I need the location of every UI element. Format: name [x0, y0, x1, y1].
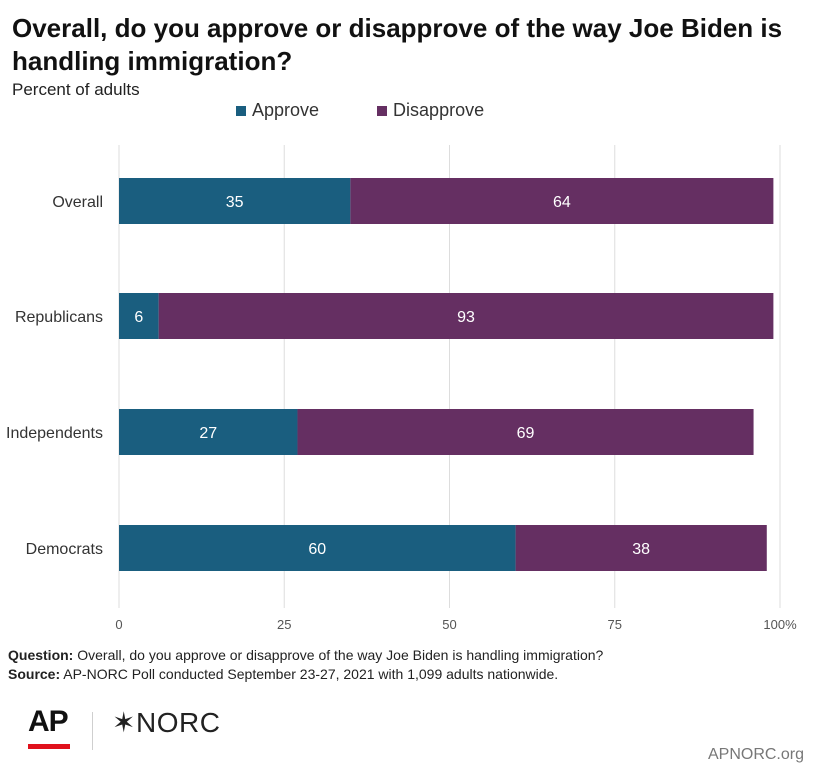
legend-item-approve: Approve: [236, 100, 319, 121]
x-tick-label: 75: [608, 617, 622, 632]
data-label: 60: [308, 541, 326, 558]
chart-title: Overall, do you approve or disapprove of…: [12, 13, 783, 76]
stacked-bar-chart: 0 25 50 75 100% Overall 35 64 Republicans 6 93 Inde…: [6, 145, 797, 632]
category-label: Overall: [52, 194, 103, 211]
bar-disapprove: [350, 178, 774, 224]
x-tick-label: 100%: [763, 617, 797, 632]
norc-logo: ✶NORC: [112, 706, 220, 739]
data-label: 27: [199, 425, 217, 442]
question-note: Question: Overall, do you approve or dis…: [8, 646, 603, 665]
category-label: Democrats: [26, 541, 103, 558]
x-tick-label: 50: [442, 617, 456, 632]
category-label: Republicans: [15, 309, 103, 326]
data-label: 69: [517, 425, 535, 442]
bar-disapprove: [515, 525, 767, 571]
bar-disapprove: [158, 293, 774, 339]
data-label: 35: [226, 194, 244, 211]
bar-approve: [119, 293, 159, 339]
x-tick-label: 0: [115, 617, 122, 632]
bar-approve: [119, 178, 351, 224]
chart-notes: Question: Overall, do you approve or dis…: [8, 646, 603, 684]
ap-logo: AP: [28, 706, 70, 749]
ap-logo-text: AP: [28, 705, 69, 738]
source-note: Source: AP-NORC Poll conducted September…: [8, 665, 603, 684]
ap-logo-bar: [28, 744, 70, 749]
data-label: 64: [553, 194, 571, 211]
bar-approve: [119, 525, 516, 571]
source-text: AP-NORC Poll conducted September 23-27, …: [60, 666, 559, 682]
data-label: 93: [457, 309, 475, 326]
category-label: Independents: [6, 425, 103, 442]
norc-logo-text: NORC: [135, 707, 221, 738]
bar-disapprove: [297, 409, 754, 455]
legend-label-approve: Approve: [252, 100, 320, 120]
bar-approve: [119, 409, 298, 455]
logo-divider: [92, 712, 93, 750]
site-url: APNORC.org: [707, 746, 804, 763]
legend-swatch-disapprove: [377, 105, 388, 116]
chart-legend: Approve Disapprove: [236, 100, 484, 121]
data-label: 6: [134, 309, 143, 326]
legend-swatch-approve: [236, 105, 246, 116]
x-tick-label: 25: [277, 617, 291, 632]
chart-subtitle: Percent of adults: [12, 80, 140, 99]
legend-item-disapprove: Disapprove: [377, 100, 484, 121]
data-label: 38: [632, 541, 650, 558]
legend-label-disapprove: Disapprove: [393, 100, 485, 120]
source-label: Source:: [8, 666, 61, 682]
question-text: Overall, do you approve or disapprove of…: [73, 647, 604, 663]
question-label: Question:: [8, 647, 74, 663]
asterisk-star-icon: ✶: [112, 707, 136, 738]
